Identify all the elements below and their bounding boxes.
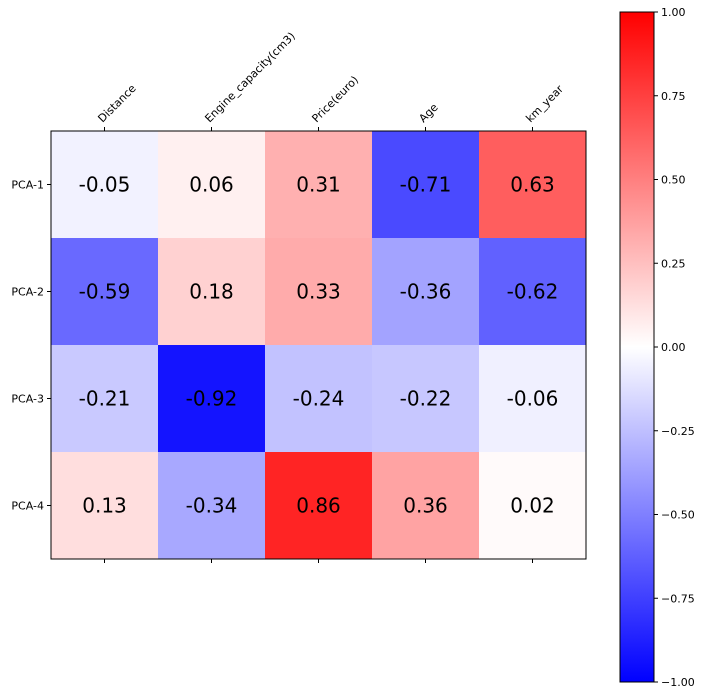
heatmap-cell [265,131,372,238]
cell-value-label: -0.62 [507,280,559,304]
heatmap-cell [51,238,158,345]
colorbar-tick-label: 1.00 [661,6,686,19]
row-tick-label: PCA-3 [11,393,44,406]
heatmap-cell [372,345,479,452]
heatmap-cell [265,452,372,559]
heatmap-cell [479,345,586,452]
cell-value-label: 0.06 [189,173,234,197]
cell-value-label: -0.21 [79,387,131,411]
row-tick-label: PCA-2 [11,286,44,299]
colorbar-tick-label: 0.75 [661,90,686,103]
colorbar-tick-label: 0.25 [661,257,686,270]
cell-value-label: -0.92 [186,387,238,411]
heatmap-cell [158,345,265,452]
cell-value-label: 0.63 [510,173,555,197]
heatmap-cell [265,345,372,452]
colorbar-tick-label: −0.50 [661,509,695,522]
column-tick-label: Price(euro) [309,73,361,125]
cell-value-label: -0.24 [293,387,345,411]
heatmap-cell [479,131,586,238]
cell-value-label: 0.18 [189,280,234,304]
colorbar-tick-label: −1.00 [661,676,695,689]
cell-value-label: 0.86 [296,494,341,518]
heatmap-cell [51,345,158,452]
heatmap-cells [51,131,586,559]
cell-value-label: -0.22 [400,387,452,411]
cell-value-label: 0.31 [296,173,341,197]
cell-value-label: -0.59 [79,280,131,304]
cell-value-label: -0.34 [186,494,238,518]
heatmap-cell [51,452,158,559]
cell-value-label: 0.02 [510,494,555,518]
heatmap-cell [479,238,586,345]
row-tick-label: PCA-4 [11,500,44,513]
cell-value-label: -0.06 [507,387,559,411]
cell-value-label: 0.13 [82,494,127,518]
colorbar-tick-label: 0.50 [661,174,686,187]
cell-value-label: -0.05 [79,173,131,197]
column-tick-label: Age [416,101,440,125]
colorbar-ticks: 1.00 0.75 0.50 0.25 0.00 −0.25 −0.50 −0.75 −1.00 [654,6,695,689]
heatmap-cell [479,452,586,559]
cell-value-label: -0.71 [400,173,452,197]
cell-value-label: 0.36 [403,494,448,518]
column-tick-label: Distance [95,82,138,125]
heatmap-cell [158,238,265,345]
colorbar-tick-label: −0.25 [661,425,695,438]
heatmap-cell [51,131,158,238]
heatmap-cell [265,238,372,345]
heatmap-cell [372,131,479,238]
cell-value-label: 0.33 [296,280,341,304]
column-tick-label: Engine_capacity(cm3) [202,30,297,125]
heatmap-cell [158,131,265,238]
cell-value-label: -0.36 [400,280,452,304]
heatmap-cell [158,452,265,559]
heatmap-cell-labels: -0.05 0.06 0.31 -0.71 0.63 -0.59 0.18 0.33 -0.36… [79,173,559,518]
colorbar-tick-label: 0.00 [661,341,686,354]
colorbar [619,11,655,683]
row-tick-label: PCA-1 [11,179,44,192]
colorbar-tick-label: −0.75 [661,592,695,605]
row-ticks: PCA-1 PCA-2 PCA-3 PCA-4 [11,179,51,513]
heatmap-cell [372,238,479,345]
column-tick-label: km_year [523,82,566,125]
heatmap-cell [372,452,479,559]
